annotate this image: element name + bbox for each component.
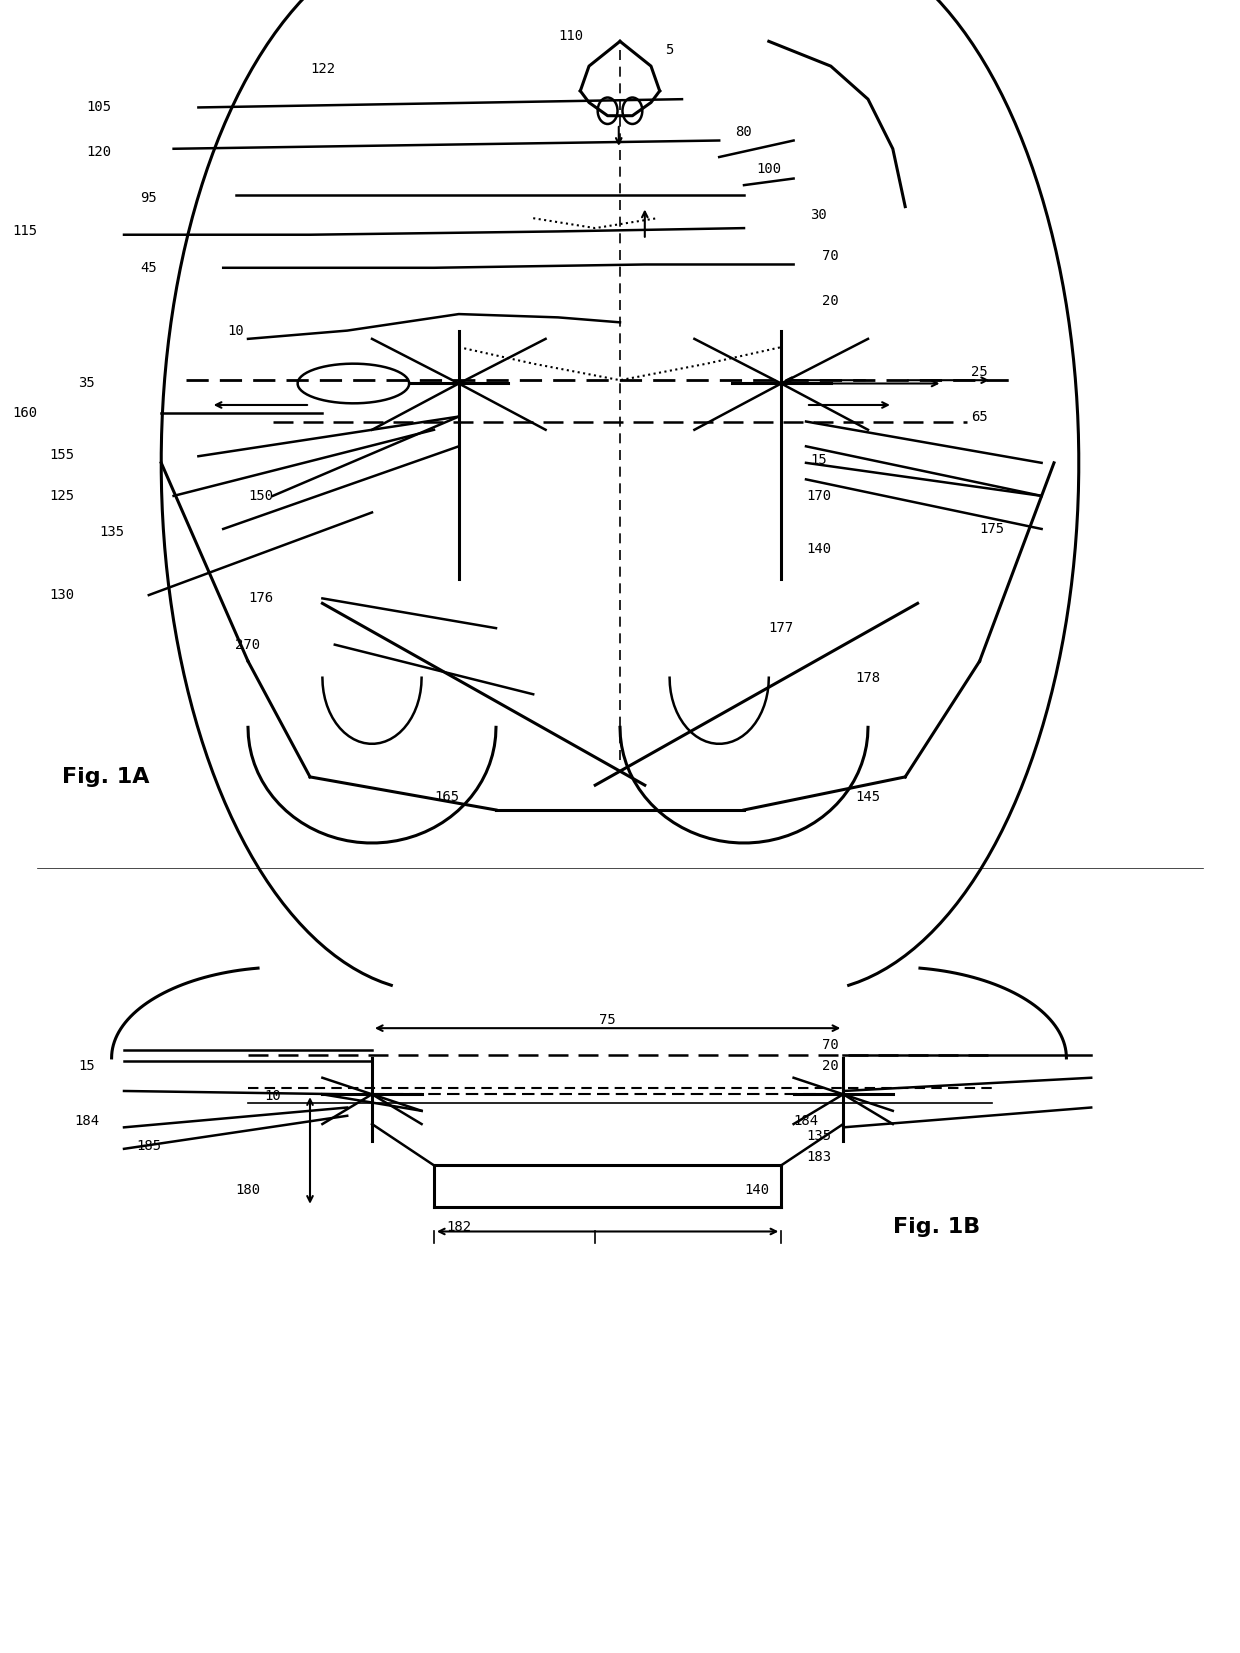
- Text: 110: 110: [558, 30, 583, 43]
- Text: 5: 5: [666, 43, 673, 56]
- Text: 178: 178: [856, 671, 880, 684]
- Text: 70: 70: [822, 250, 839, 263]
- Text: 65: 65: [971, 410, 988, 423]
- Text: 45: 45: [140, 261, 157, 274]
- Text: 160: 160: [12, 407, 37, 420]
- Text: 75: 75: [599, 1013, 616, 1027]
- Text: 140: 140: [744, 1184, 769, 1197]
- Text: 70: 70: [822, 1038, 839, 1051]
- Text: 180: 180: [236, 1184, 260, 1197]
- Text: 10: 10: [264, 1089, 281, 1103]
- Text: 182: 182: [446, 1220, 471, 1233]
- Text: 30: 30: [810, 208, 827, 222]
- Text: 135: 135: [99, 526, 124, 539]
- Text: 165: 165: [434, 790, 459, 803]
- Text: 115: 115: [12, 225, 37, 238]
- Text: 170: 170: [806, 489, 831, 503]
- Text: 140: 140: [806, 542, 831, 555]
- Text: 15: 15: [810, 453, 827, 466]
- Text: 122: 122: [310, 63, 335, 76]
- Text: 125: 125: [50, 489, 74, 503]
- Text: 25: 25: [971, 365, 988, 379]
- Text: 176: 176: [248, 592, 273, 605]
- Text: 35: 35: [78, 377, 95, 390]
- Text: 105: 105: [87, 101, 112, 114]
- Text: Fig. 1A: Fig. 1A: [62, 767, 150, 787]
- Text: 135: 135: [806, 1129, 831, 1142]
- Text: 150: 150: [248, 489, 273, 503]
- Text: 120: 120: [87, 145, 112, 159]
- Text: 183: 183: [806, 1150, 831, 1164]
- Text: 80: 80: [735, 126, 753, 139]
- Text: 175: 175: [980, 522, 1004, 536]
- Text: 155: 155: [50, 448, 74, 461]
- Text: 20: 20: [822, 1060, 839, 1073]
- Text: 20: 20: [822, 294, 839, 307]
- Text: 145: 145: [856, 790, 880, 803]
- Text: 270: 270: [236, 638, 260, 651]
- Text: 177: 177: [769, 622, 794, 635]
- Text: 10: 10: [227, 324, 244, 337]
- Text: 95: 95: [140, 192, 157, 205]
- Text: 130: 130: [50, 588, 74, 602]
- Text: Fig. 1B: Fig. 1B: [893, 1217, 980, 1236]
- Text: 184: 184: [74, 1114, 99, 1127]
- Text: 185: 185: [136, 1139, 161, 1152]
- Text: 100: 100: [756, 162, 781, 175]
- Text: 15: 15: [78, 1060, 95, 1073]
- Text: 184: 184: [794, 1114, 818, 1127]
